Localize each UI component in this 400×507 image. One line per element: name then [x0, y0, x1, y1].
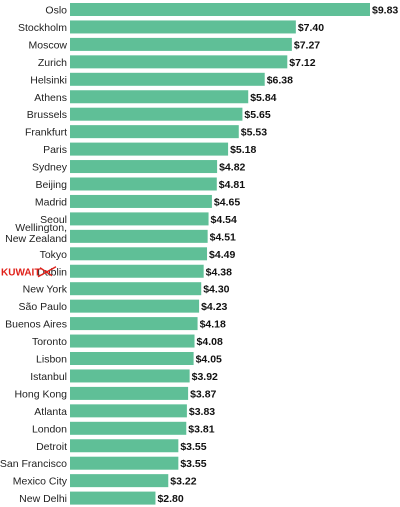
value-label-5: $5.84: [250, 92, 276, 104]
bar-7: [70, 125, 239, 139]
value-label-15: $4.38: [206, 266, 232, 278]
category-label-18: Buenos Aires: [5, 319, 67, 331]
value-label-19: $4.08: [197, 336, 223, 348]
value-label-27: $3.22: [170, 476, 196, 488]
category-label-13: Wellington, New Zealand: [5, 222, 67, 245]
category-label-28: New Delhi: [19, 493, 67, 505]
category-label-7: Frankfurt: [25, 127, 67, 139]
bar-28: [70, 491, 156, 505]
value-label-17: $4.23: [201, 301, 227, 313]
value-label-12: $4.54: [211, 214, 237, 226]
value-label-4: $6.38: [267, 74, 293, 86]
category-label-14: Tokyo: [40, 249, 68, 261]
category-label-1: Stockholm: [18, 22, 67, 34]
bar-5: [70, 90, 249, 104]
category-label-19: Toronto: [32, 336, 67, 348]
value-label-2: $7.27: [294, 39, 320, 51]
category-label-10: Beijing: [35, 179, 67, 191]
value-label-10: $4.81: [219, 179, 245, 191]
value-label-20: $4.05: [196, 354, 222, 366]
bar-27: [70, 474, 169, 488]
category-label-26: San Francisco: [0, 458, 67, 470]
category-label-5: Athens: [34, 92, 67, 104]
value-label-0: $9.83: [372, 5, 398, 17]
value-label-11: $4.65: [214, 196, 240, 208]
bar-15: [70, 264, 204, 278]
bar-4: [70, 72, 265, 86]
value-label-8: $5.18: [230, 144, 256, 156]
bar-14: [70, 247, 208, 261]
bar-25: [70, 439, 179, 453]
category-label-23: Atlanta: [34, 406, 67, 418]
annotation-strike-mark: [37, 266, 57, 278]
bar-18: [70, 317, 198, 331]
value-label-6: $5.65: [244, 109, 270, 121]
value-label-28: $2.80: [157, 493, 183, 505]
category-label-27: Mexico City: [13, 476, 68, 488]
value-label-1: $7.40: [298, 22, 324, 34]
bar-13: [70, 229, 208, 243]
category-label-17: São Paulo: [19, 301, 68, 313]
category-label-24: London: [32, 423, 67, 435]
bar-10: [70, 177, 217, 191]
value-label-18: $4.18: [200, 319, 226, 331]
category-label-9: Sydney: [32, 162, 68, 174]
value-label-3: $7.12: [289, 57, 315, 69]
category-label-0: Oslo: [45, 5, 67, 17]
value-label-25: $3.55: [180, 441, 206, 453]
bar-24: [70, 421, 187, 435]
bar-17: [70, 299, 200, 313]
bar-11: [70, 194, 212, 208]
category-label-16: New York: [23, 284, 68, 296]
bar-1: [70, 20, 296, 34]
value-label-24: $3.81: [188, 423, 214, 435]
value-label-22: $3.87: [190, 388, 216, 400]
category-label-6: Brussels: [27, 109, 67, 121]
value-label-14: $4.49: [209, 249, 235, 261]
value-label-21: $3.92: [192, 371, 218, 383]
value-label-16: $4.30: [203, 284, 229, 296]
bar-12: [70, 212, 209, 226]
value-label-13: $4.51: [210, 231, 236, 243]
category-label-20: Lisbon: [36, 354, 67, 366]
bar-8: [70, 142, 229, 156]
category-label-8: Paris: [43, 144, 67, 156]
bar-9: [70, 160, 218, 174]
category-label-11: Madrid: [35, 196, 67, 208]
category-label-12: Seoul: [40, 214, 67, 226]
bar-23: [70, 404, 187, 418]
bar-16: [70, 282, 202, 296]
bar-21: [70, 369, 190, 383]
bar-20: [70, 352, 194, 365]
category-label-22: Hong Kong: [14, 388, 67, 400]
value-label-23: $3.83: [189, 406, 215, 418]
category-label-2: Moscow: [28, 39, 67, 51]
value-label-7: $5.53: [241, 127, 267, 139]
bar-0: [70, 3, 370, 16]
bar-6: [70, 107, 243, 121]
bar-19: [70, 334, 195, 348]
bar-3: [70, 55, 288, 69]
category-label-25: Detroit: [36, 441, 67, 453]
bar-2: [70, 37, 292, 51]
bar-26: [70, 456, 179, 470]
category-label-21: Istanbul: [30, 371, 67, 383]
category-label-4: Helsinki: [30, 74, 67, 86]
category-label-3: Zurich: [38, 57, 67, 69]
value-label-26: $3.55: [180, 458, 206, 470]
bar-22: [70, 386, 189, 400]
annotation-kuwait: KUWAIT: [1, 267, 40, 278]
value-label-9: $4.82: [219, 162, 245, 174]
category-label-15: Dublin: [37, 266, 67, 278]
